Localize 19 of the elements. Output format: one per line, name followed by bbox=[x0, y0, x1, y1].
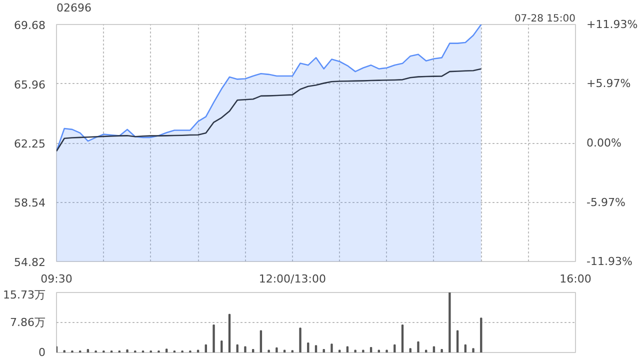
x-tick-label: 16:00 bbox=[560, 272, 592, 286]
annotation: 07-28 15:00 bbox=[514, 14, 576, 24]
y2-tick-label: -11.93% bbox=[586, 255, 632, 268]
x-tick-label: 12:00/13:00 bbox=[258, 272, 326, 286]
y2-tick-label: -5.97% bbox=[586, 196, 626, 209]
line-series bbox=[56, 68, 482, 152]
y-tick-label: 54.82 bbox=[14, 256, 46, 269]
y2-tick-label: 0.00% bbox=[586, 136, 622, 150]
x-tick-label: 09:30 bbox=[40, 272, 72, 286]
y-tick-label: 0 bbox=[38, 346, 46, 359]
chart-title: 02696 bbox=[56, 2, 92, 14]
y-tick-label: 69.68 bbox=[14, 19, 46, 32]
y-tick-label: 65.96 bbox=[14, 78, 46, 92]
y-tick-label: 62.25 bbox=[14, 138, 46, 150]
y-tick-label: 7.86万 bbox=[10, 316, 46, 330]
y-tick-label: 58.54 bbox=[14, 196, 46, 210]
y2-tick-label: +11.93% bbox=[586, 18, 638, 31]
y2-tick-label: +5.97% bbox=[586, 77, 631, 90]
y-tick-label: 15.73万 bbox=[3, 288, 46, 302]
